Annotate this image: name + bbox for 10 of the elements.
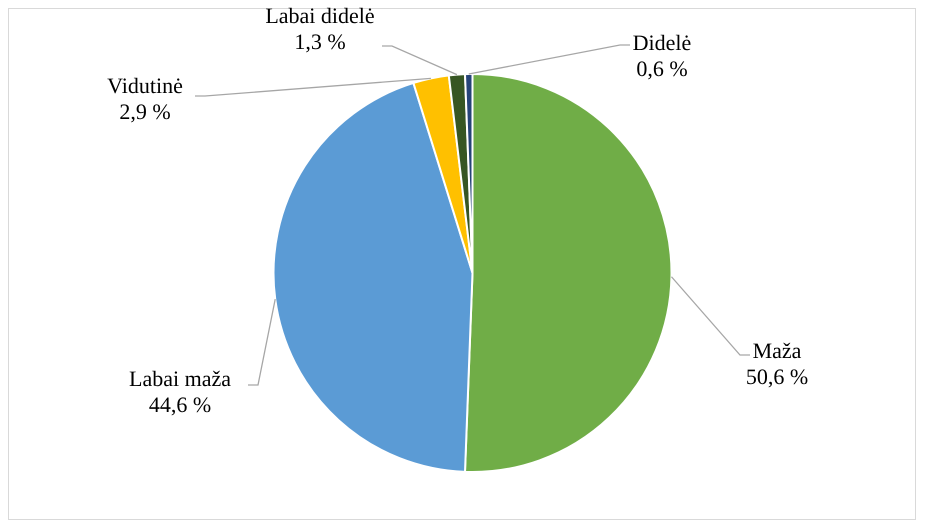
data-label: 0,6 %	[636, 56, 688, 81]
data-label: 44,6 %	[148, 392, 212, 417]
data-label: 1,3 %	[294, 28, 346, 54]
slice-label: Labai didelė	[265, 2, 375, 28]
slice-label: Labai maža	[129, 366, 232, 391]
slice-label: Maža	[752, 338, 802, 363]
slice-label: Vidutinė	[107, 72, 183, 98]
data-label: 2,9 %	[119, 98, 171, 124]
data-label: 50,6 %	[746, 364, 808, 389]
slice-label: Didelė	[632, 30, 692, 55]
